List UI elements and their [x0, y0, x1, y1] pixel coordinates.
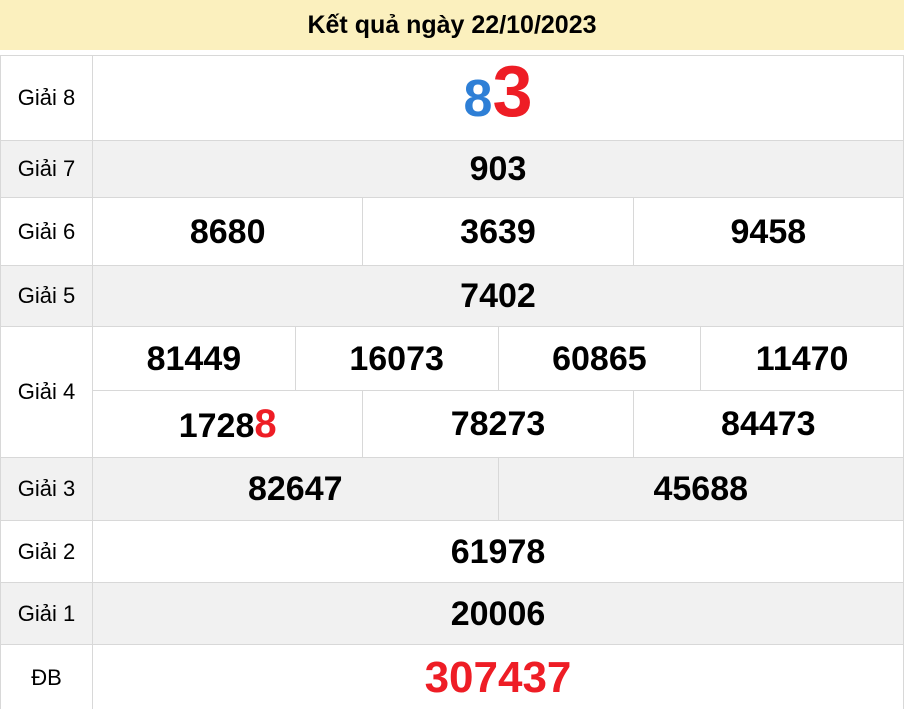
g8-blue-digit: 8: [463, 70, 493, 128]
prize-number: 903: [469, 150, 527, 188]
prize-row-g4: Giải 4 81449 16073 60865 11470: [1, 326, 903, 457]
prize-number: 82647: [247, 470, 343, 508]
prize-label-db: ĐB: [1, 645, 93, 709]
prize-number: 7402: [460, 277, 536, 315]
prize-row-g7: Giải 7 903: [1, 140, 903, 197]
prize-number: 45688: [653, 470, 749, 508]
prize-label-text: Giải 3: [17, 476, 76, 501]
prize-number-red-digit: 8: [254, 402, 277, 446]
prize-value-g4-4: 11470: [700, 327, 903, 390]
prize-value-g8: 8 3: [93, 56, 903, 140]
g4-subrow-2: 1728 8 78273 84473: [93, 391, 903, 457]
prize-label-text: Giải 2: [17, 538, 76, 564]
prize-number: 16073: [349, 339, 444, 378]
prize-value-g4-5: 1728 8: [93, 391, 362, 457]
g4-subrow-1: 81449 16073 60865 11470: [93, 327, 903, 391]
prize-value-g4-6: 78273: [362, 391, 632, 457]
prize-number: 81449: [146, 339, 242, 378]
prize-number: 60865: [552, 339, 647, 378]
prize-value-g6-3: 9458: [632, 198, 903, 265]
prize-value-g2: 61978: [93, 521, 903, 582]
prize-value-g3-1: 82647: [93, 458, 498, 520]
prize-number: 9458: [730, 212, 807, 251]
prize-value-g6-2: 3639: [362, 198, 632, 265]
prize-row-g1: Giải 1 20006: [1, 582, 903, 644]
prize-label-g3: Giải 3: [1, 458, 93, 520]
prize-label-g2: Giải 2: [1, 521, 93, 582]
prize-value-db: 307437: [93, 645, 903, 709]
prize-number: 20006: [450, 594, 546, 633]
prize-value-g4-7: 84473: [632, 391, 903, 457]
page-title: Kết quả ngày 22/10/2023: [307, 10, 597, 39]
prize-label-g7: Giải 7: [1, 141, 93, 197]
prize-label-text: Giải 1: [17, 600, 76, 626]
jackpot-number: 307437: [424, 653, 572, 702]
prize-label-g5: Giải 5: [1, 266, 93, 326]
prize-label-text: Giải 4: [17, 379, 76, 404]
prize-row-db: ĐB 307437: [1, 644, 903, 709]
prize-label-g1: Giải 1: [1, 583, 93, 644]
prize-value-g4-1: 81449: [93, 327, 295, 390]
g8-red-digit: 3: [492, 52, 533, 132]
prize-value-g5: 7402: [93, 266, 903, 326]
prize-value-g6-1: 8680: [93, 198, 362, 265]
prize-value-g7: 903: [93, 141, 903, 197]
prize-label-text: ĐB: [31, 665, 62, 690]
prize-label-g4: Giải 4: [1, 327, 93, 457]
prize-value-g4-3: 60865: [497, 327, 701, 390]
results-header: Kết quả ngày 22/10/2023: [0, 0, 904, 50]
prize-number: 84473: [721, 405, 816, 443]
prize-label-text: Giải 7: [17, 156, 76, 181]
prize-label-g8: Giải 8: [1, 56, 93, 140]
prize-number-black-part: 1728: [178, 407, 255, 445]
prize-value-g4-2: 16073: [294, 327, 498, 390]
prize-row-g5: Giải 5 7402: [1, 265, 903, 326]
prize-value-g1: 20006: [93, 583, 903, 644]
prize-row-g6: Giải 6 8680 3639 9458: [1, 197, 903, 265]
prize-label-text: Giải 5: [17, 283, 76, 308]
prize-row-g2: Giải 2 61978: [1, 520, 903, 582]
prize-label-text: Giải 6: [17, 218, 76, 244]
prize-row-g3: Giải 3 82647 45688: [1, 457, 903, 520]
prize-number: 78273: [450, 405, 546, 443]
lottery-results-table: Giải 8 8 3 Giải 7 903 Giải 6 8680: [0, 55, 904, 709]
prize-label-text: Giải 8: [17, 85, 76, 110]
prize-number: 61978: [450, 532, 546, 571]
prize-number: 11470: [755, 339, 849, 378]
prize-value-g3-2: 45688: [497, 458, 904, 520]
prize-number: 8680: [189, 212, 266, 251]
prize-number: 3639: [460, 212, 536, 251]
prize-row-g8: Giải 8 8 3: [1, 56, 903, 140]
prize-label-g6: Giải 6: [1, 198, 93, 265]
